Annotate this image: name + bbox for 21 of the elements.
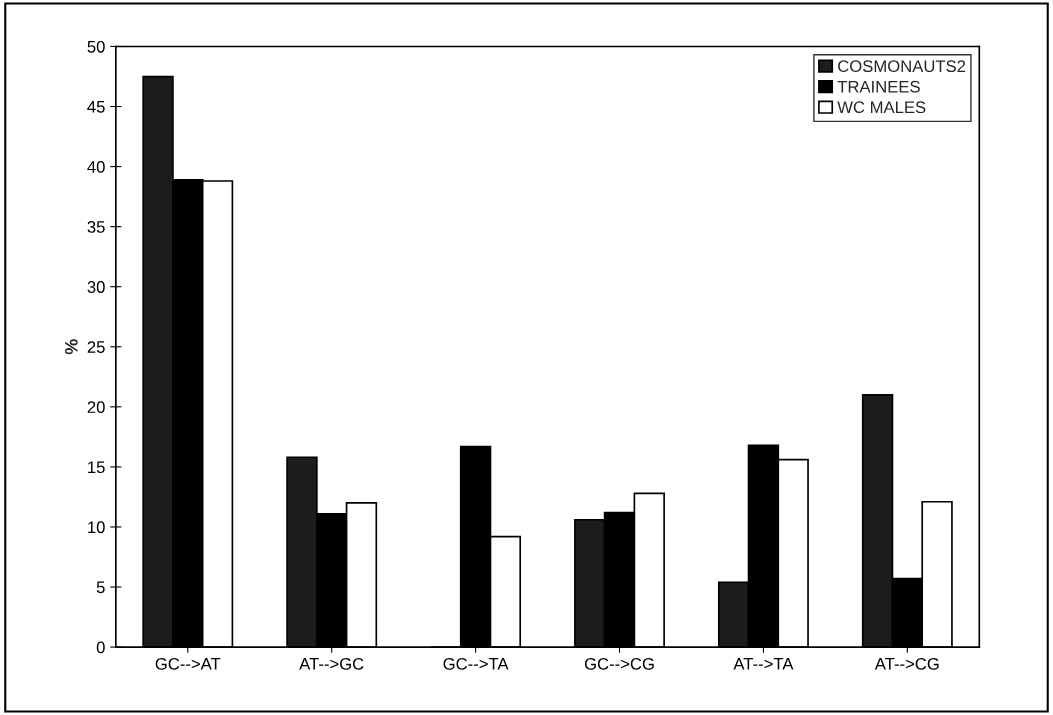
x-tick-label: AT-->GC <box>299 657 364 670</box>
y-tick-label: 0 <box>96 641 105 654</box>
y-axis-title: % <box>65 339 78 355</box>
y-tick-label: 40 <box>87 161 105 173</box>
legend-label: TRAINEES <box>837 80 920 93</box>
x-tick-label: GC-->TA <box>443 657 509 670</box>
legend-label: WC MALES <box>837 101 926 114</box>
x-tick-label: GC-->AT <box>155 657 221 670</box>
x-tick-label: GC-->CG <box>584 657 654 670</box>
y-tick-label: 20 <box>87 401 105 414</box>
y-tick-label: 5 <box>96 581 105 594</box>
legend-label: COSMONAUTS2 <box>838 60 966 73</box>
y-tick-label: 50 <box>87 40 105 53</box>
y-tick-label: 25 <box>87 341 105 353</box>
y-tick-label: 30 <box>87 281 105 293</box>
x-tick-label: AT-->CG <box>874 657 939 670</box>
y-tick-label: 35 <box>87 221 105 233</box>
y-tick-label: 45 <box>87 101 105 113</box>
y-tick-label: 15 <box>88 461 105 474</box>
x-tick-label: AT-->TA <box>733 658 794 670</box>
y-tick-label: 10 <box>88 521 105 534</box>
